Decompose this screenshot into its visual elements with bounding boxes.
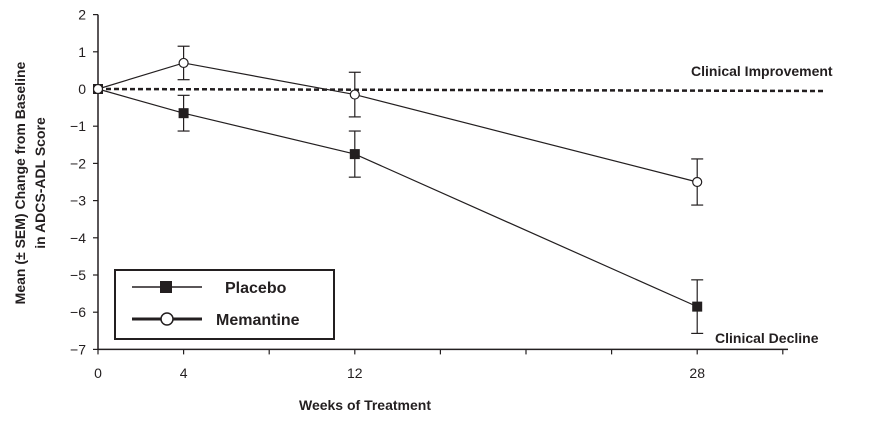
reference-line-group	[97, 87, 827, 93]
annotation-clinical-decline: Clinical Decline	[715, 330, 819, 346]
y-axis: 2 1 0 −1 −2 −3 −4 −5 −6 −7	[70, 7, 99, 357]
legend: Placebo Memantine	[114, 269, 335, 340]
y-tick-label: −1	[70, 118, 86, 134]
annotation-clinical-improvement: Clinical Improvement	[691, 63, 833, 79]
x-tick-label: 4	[180, 365, 188, 381]
memantine-point	[692, 176, 703, 188]
y-tick-label: −7	[70, 341, 86, 357]
y-tick-label: −3	[70, 193, 86, 209]
legend-item-placebo: Placebo	[132, 280, 287, 297]
legend-item-memantine: Memantine	[132, 312, 300, 329]
y-tick-label: 1	[78, 44, 86, 60]
y-axis-title-line1: Mean (± SEM) Change from Baseline	[12, 61, 28, 304]
memantine-line	[97, 62, 698, 183]
placebo-point	[178, 108, 189, 119]
placebo-point	[692, 301, 703, 312]
x-tick-label: 12	[347, 365, 363, 381]
y-tick-label: −5	[70, 267, 86, 283]
y-tick-label: 2	[78, 7, 86, 23]
series-memantine	[92, 45, 704, 206]
legend-marker-memantine	[160, 312, 174, 326]
x-tick-label: 28	[689, 365, 705, 381]
legend-box	[114, 269, 335, 340]
y-axis-title-line2: in ADCS-ADL Score	[32, 117, 48, 249]
x-axis: 0 4 12 28	[94, 348, 788, 381]
memantine-point	[178, 57, 189, 69]
y-tick-label: −2	[70, 155, 86, 171]
memantine-point	[349, 89, 360, 100]
x-axis-title: Weeks of Treatment	[299, 397, 431, 413]
memantine-point	[92, 83, 104, 95]
series-layer	[92, 45, 704, 335]
y-axis-title: Mean (± SEM) Change from Baseline in ADC…	[12, 61, 48, 304]
y-tick-label: 0	[78, 81, 86, 97]
y-tick-label: −4	[70, 230, 86, 246]
placebo-point	[349, 149, 360, 160]
legend-marker-placebo	[160, 281, 172, 293]
reference-line	[97, 87, 827, 93]
series-placebo	[93, 84, 704, 335]
legend-label-memantine: Memantine	[216, 312, 300, 329]
y-tick-label: −6	[70, 304, 86, 320]
placebo-line	[97, 88, 698, 308]
x-tick-label: 0	[94, 365, 102, 381]
legend-label-placebo: Placebo	[225, 280, 287, 297]
